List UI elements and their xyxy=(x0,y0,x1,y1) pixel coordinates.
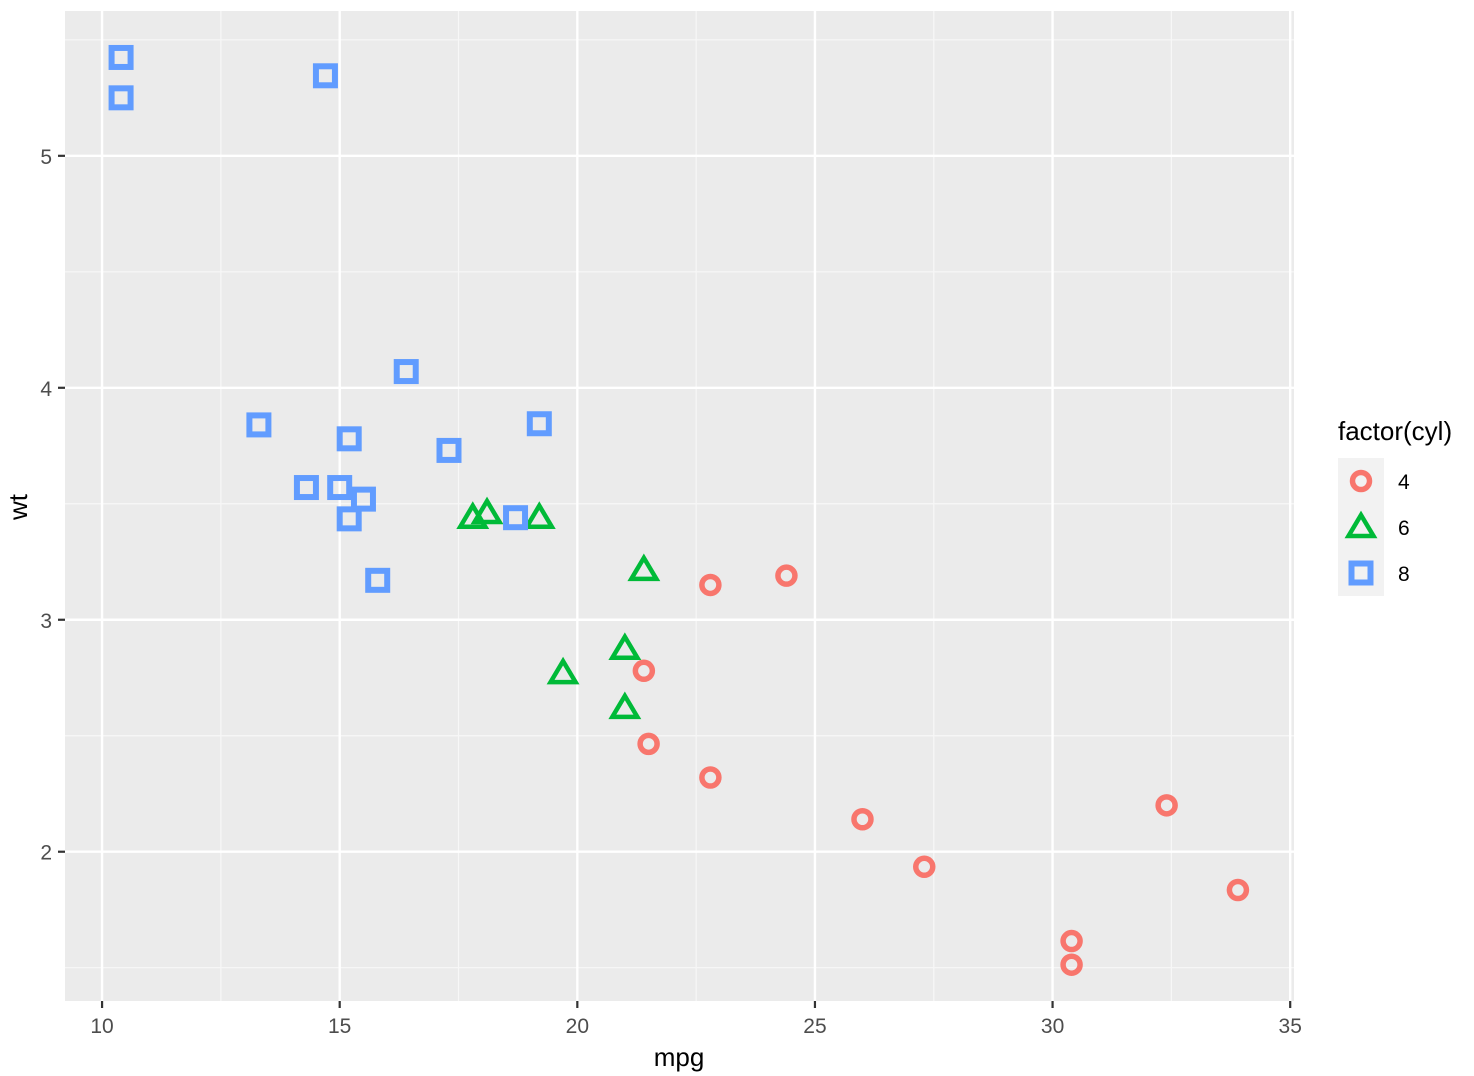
data-point xyxy=(526,411,552,437)
x-tick-label: 20 xyxy=(566,1015,589,1038)
data-points xyxy=(108,44,1250,976)
x-tick-label: 30 xyxy=(1041,1015,1064,1038)
plot-panel xyxy=(65,11,1294,1001)
x-tick-label: 15 xyxy=(328,1015,351,1038)
minor-gridlines xyxy=(65,11,1294,1001)
data-point xyxy=(436,437,462,463)
data-point xyxy=(851,808,874,831)
data-point xyxy=(456,501,490,529)
open-square-icon xyxy=(1348,560,1374,586)
legend-item-4: 4 xyxy=(1349,469,1410,494)
legend-label: 6 xyxy=(1398,517,1410,540)
y-tick-label: 5 xyxy=(40,146,52,169)
data-point xyxy=(393,359,419,385)
data-point xyxy=(699,573,722,597)
data-point xyxy=(627,553,661,582)
open-circle-icon xyxy=(1349,469,1373,493)
open-triangle-icon xyxy=(1344,510,1378,539)
y-tick-label: 3 xyxy=(40,610,52,633)
data-point xyxy=(637,732,660,756)
data-point xyxy=(336,506,362,532)
data-point xyxy=(350,486,376,512)
legend-label: 8 xyxy=(1398,563,1410,586)
data-point xyxy=(699,766,722,789)
data-point xyxy=(608,632,642,661)
data-point xyxy=(108,44,134,70)
data-point xyxy=(775,564,798,587)
data-point xyxy=(608,691,642,720)
data-point xyxy=(365,567,391,593)
data-point xyxy=(108,85,134,111)
data-point xyxy=(503,505,529,531)
x-axis-title: mpg xyxy=(654,1042,705,1072)
x-axis: 10 15 20 25 30 35 xyxy=(90,1001,1302,1038)
data-point xyxy=(246,412,272,438)
y-axis-title: wt xyxy=(3,493,33,521)
legend-label: 4 xyxy=(1398,471,1410,494)
legend-key-background xyxy=(1338,458,1384,596)
data-point xyxy=(293,475,319,501)
x-tick-label: 10 xyxy=(90,1015,113,1038)
data-point xyxy=(1155,794,1178,817)
data-point xyxy=(327,475,353,501)
data-point xyxy=(336,426,362,452)
legend: factor(cyl) 4 6 8 xyxy=(1338,416,1452,596)
major-gridlines xyxy=(65,11,1294,1001)
data-point xyxy=(546,656,580,685)
series-cyl-6 xyxy=(456,496,661,720)
data-point xyxy=(470,496,504,525)
data-point xyxy=(1060,953,1083,976)
data-point xyxy=(1060,929,1083,953)
series-cyl-4 xyxy=(632,564,1250,976)
y-tick-label: 2 xyxy=(40,842,52,865)
x-tick-label: 25 xyxy=(803,1015,826,1038)
x-tick-label: 35 xyxy=(1279,1015,1302,1038)
legend-title: factor(cyl) xyxy=(1338,416,1452,446)
legend-item-6: 6 xyxy=(1344,510,1410,540)
y-axis: 2 3 4 5 xyxy=(40,146,65,865)
data-point xyxy=(522,501,556,529)
data-point xyxy=(913,855,936,879)
data-point xyxy=(312,63,338,89)
y-tick-label: 4 xyxy=(40,378,52,401)
series-cyl-8 xyxy=(108,44,552,593)
legend-item-8: 8 xyxy=(1348,560,1410,586)
data-point xyxy=(632,659,656,683)
data-point xyxy=(1226,878,1250,902)
